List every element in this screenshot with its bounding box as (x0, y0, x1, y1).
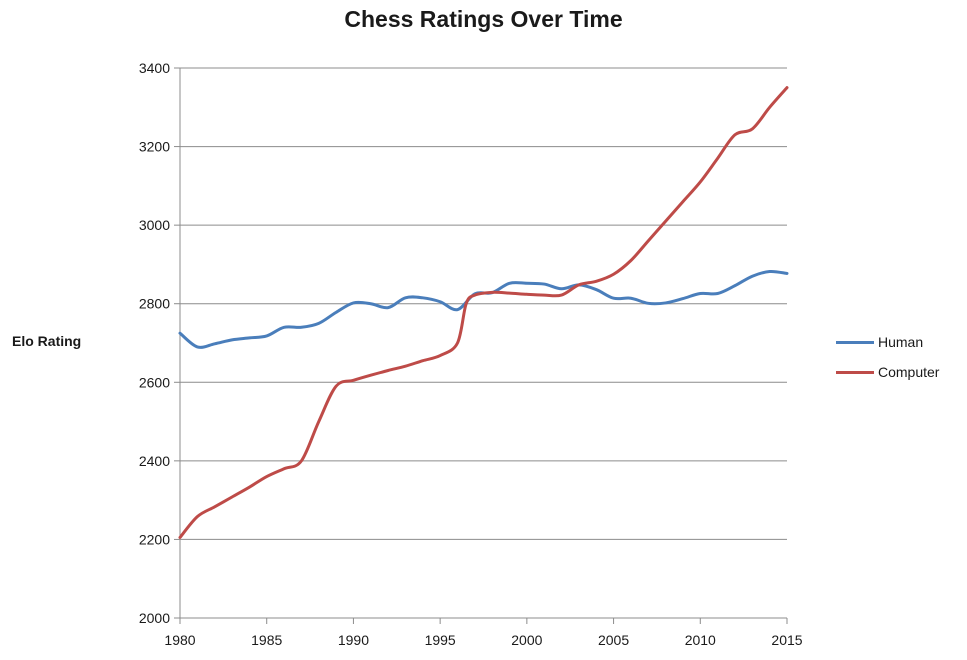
y-tick-label: 2200 (139, 531, 170, 547)
legend-item-computer: Computer (836, 357, 939, 387)
x-tick-labels: 1980 1985 1990 1995 2000 2005 2010 2015 (164, 632, 802, 648)
x-tick-label: 1985 (251, 632, 282, 648)
y-tick-label: 2600 (139, 374, 170, 390)
series-line-human (178, 269, 789, 349)
x-tick-label: 2010 (685, 632, 716, 648)
y-tick-label: 3200 (139, 139, 170, 155)
x-tick-label: 2015 (771, 632, 802, 648)
x-tick-label: 1995 (425, 632, 456, 648)
legend-swatch-human (836, 340, 874, 344)
y-tick-label: 3000 (139, 217, 170, 233)
x-tick-label: 1980 (164, 632, 195, 648)
legend-label: Human (878, 334, 924, 350)
legend-label: Computer (878, 364, 940, 380)
y-tick-label: 2400 (139, 453, 170, 469)
y-tick-label: 3400 (139, 60, 170, 76)
series-line-computer (178, 86, 789, 539)
y-tick-labels: 2000 2200 2400 2600 2800 3000 3200 3400 (139, 60, 170, 626)
chart-title: Chess Ratings Over Time (344, 6, 623, 32)
x-tick-label: 1990 (338, 632, 369, 648)
axes (174, 67, 788, 624)
y-tick-label: 2000 (139, 610, 170, 626)
series-lines (178, 86, 789, 539)
legend: Human Computer (836, 327, 939, 387)
legend-item-human: Human (836, 327, 939, 357)
y-axis-label: Elo Rating (12, 333, 82, 349)
legend-swatch-computer (836, 370, 874, 374)
x-tick-label: 2000 (511, 632, 542, 648)
y-tick-label: 2800 (139, 296, 170, 312)
x-tick-label: 2005 (598, 632, 629, 648)
gridlines (180, 67, 787, 540)
